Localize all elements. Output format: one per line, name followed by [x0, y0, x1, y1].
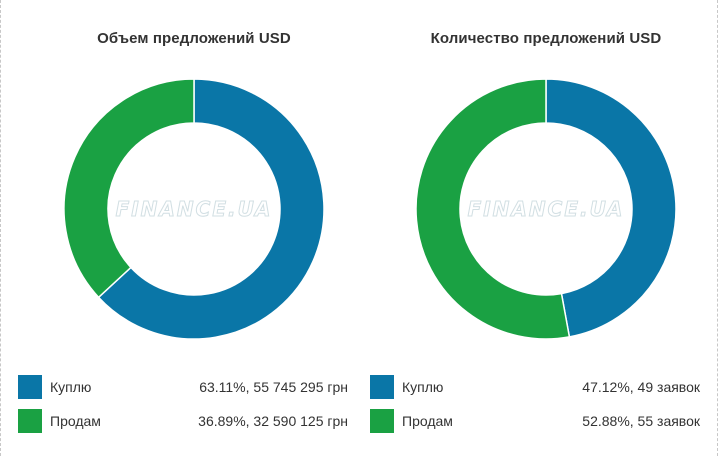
- watermark-logo: FINANCE.UA: [116, 197, 273, 221]
- frame-border-left: [0, 0, 2, 456]
- donut-slice-buy: [97, 78, 325, 340]
- chart-title: Количество предложений USD: [430, 30, 662, 47]
- chart-title: Объем предложений USD: [97, 30, 291, 47]
- legend-swatch-buy: [370, 375, 394, 399]
- donut-slice-buy: [545, 78, 677, 338]
- legend-item-buy: Куплю 47.12%, 49 заявок: [370, 373, 720, 407]
- donut-slice-sell: [63, 78, 195, 299]
- legend-value: 63.11%, 55 745 295 грн: [199, 379, 348, 395]
- donut-chart-volume: FINANCE.UA: [63, 78, 325, 340]
- legend-swatch-sell: [18, 409, 42, 433]
- legend-swatch-buy: [18, 375, 42, 399]
- legend-label: Куплю: [402, 379, 444, 395]
- legend-item-buy: Куплю 63.11%, 55 745 295 грн: [18, 373, 368, 407]
- legend: Куплю 47.12%, 49 заявок Продам 52.88%, 5…: [370, 373, 720, 441]
- legend-label: Продам: [50, 413, 101, 429]
- legend-item-sell: Продам 52.88%, 55 заявок: [370, 407, 720, 441]
- donut-chart-count: FINANCE.UA: [415, 78, 677, 340]
- chart-panel-count: Количество предложений USD FINANCE.UA Ку…: [366, 0, 720, 456]
- watermark-logo: FINANCE.UA: [468, 197, 625, 221]
- legend: Куплю 63.11%, 55 745 295 грн Продам 36.8…: [18, 373, 368, 441]
- legend-value: 52.88%, 55 заявок: [582, 413, 700, 429]
- chart-panel-volume: Объем предложений USD FINANCE.UA Куплю 6…: [14, 0, 374, 456]
- legend-item-sell: Продам 36.89%, 32 590 125 грн: [18, 407, 368, 441]
- legend-label: Продам: [402, 413, 453, 429]
- legend-label: Куплю: [50, 379, 92, 395]
- frame-border-right: [716, 0, 718, 456]
- legend-swatch-sell: [370, 409, 394, 433]
- donut-slice-sell: [415, 78, 571, 340]
- legend-value: 36.89%, 32 590 125 грн: [198, 413, 348, 429]
- legend-value: 47.12%, 49 заявок: [582, 379, 700, 395]
